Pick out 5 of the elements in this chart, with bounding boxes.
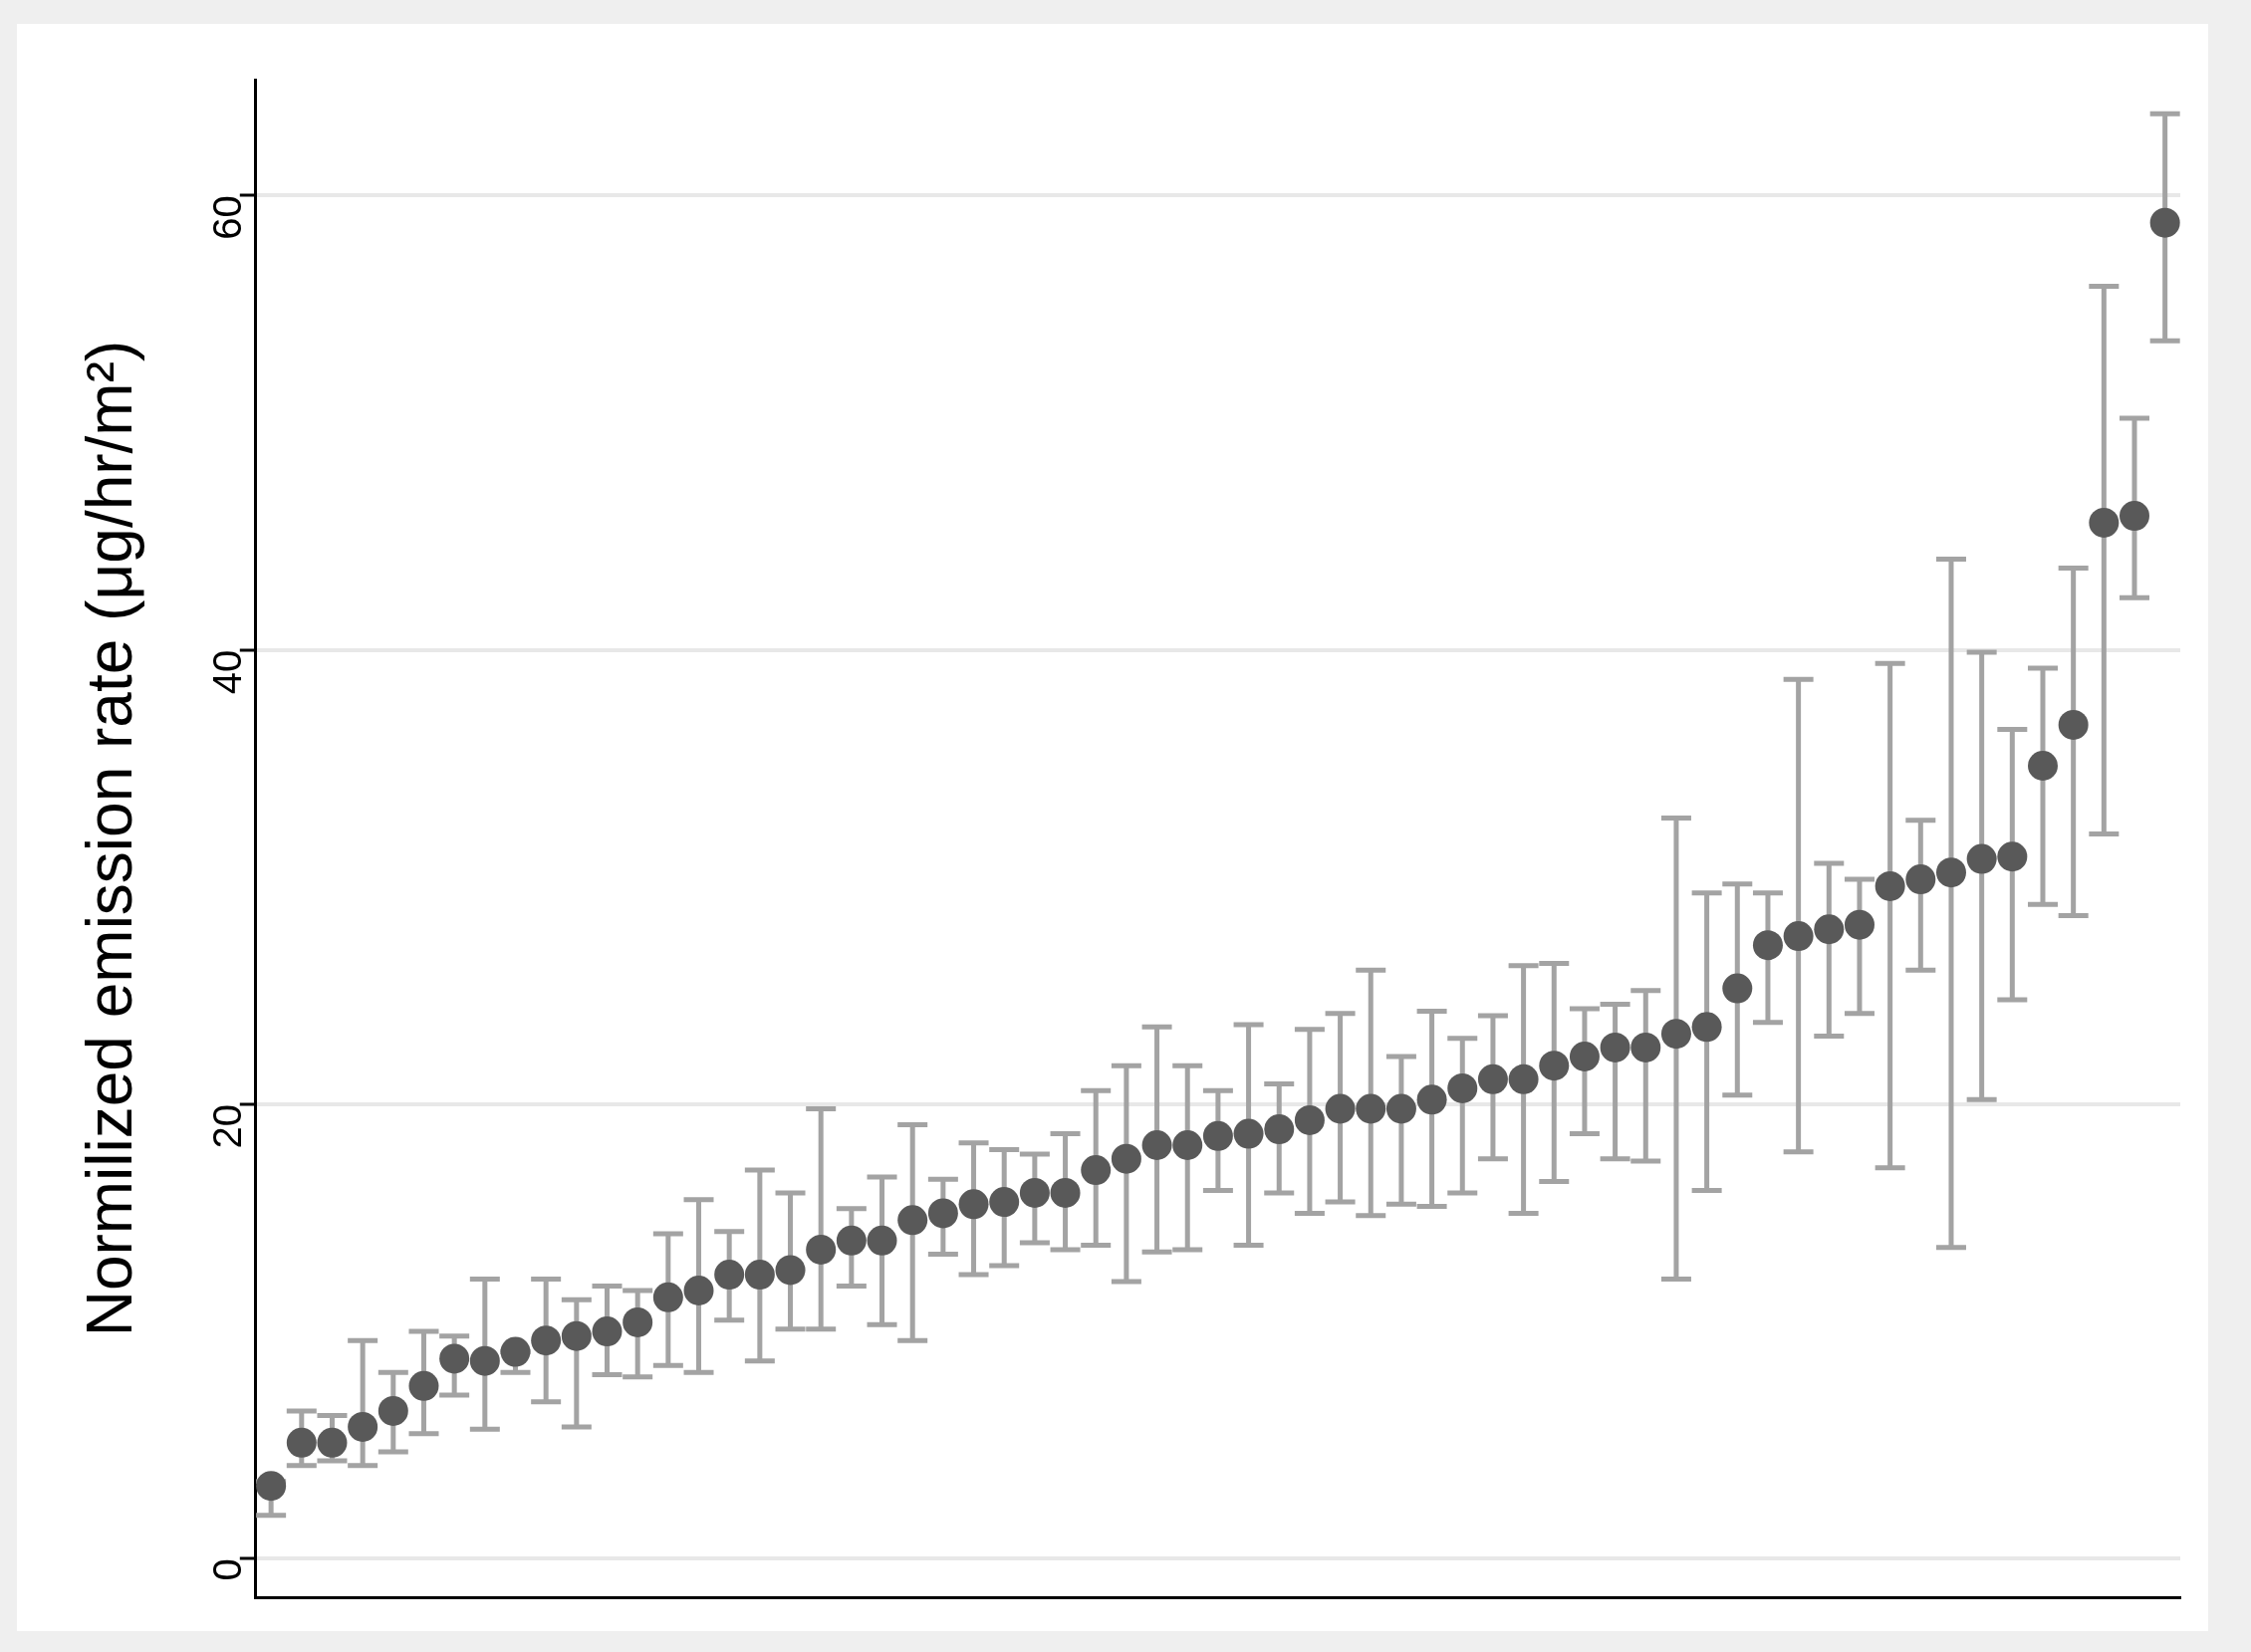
y-tick-label: 40 [204,649,249,695]
y-axis-title: Normilized emission rate (μg/hr/m²) [74,340,146,1337]
y-tick-label: 20 [204,1103,249,1149]
y-tick-label: 0 [204,1558,249,1581]
y-tick-label: 60 [204,195,249,240]
